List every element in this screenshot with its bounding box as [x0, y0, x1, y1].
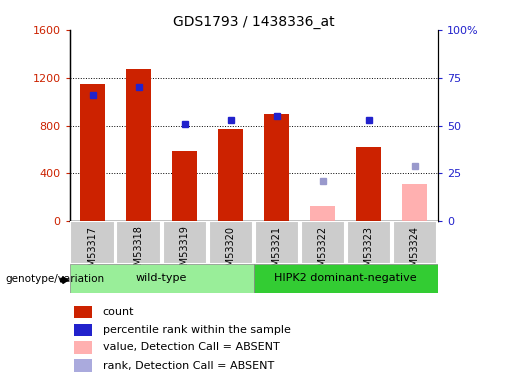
Bar [163, 221, 207, 264]
Bar [347, 221, 391, 264]
Title: GDS1793 / 1438336_at: GDS1793 / 1438336_at [173, 15, 334, 29]
Bar [392, 221, 437, 264]
Text: GSM53321: GSM53321 [271, 226, 282, 279]
Bar [310, 206, 335, 221]
Text: GSM53318: GSM53318 [133, 226, 144, 278]
Bar [301, 221, 345, 264]
Bar [116, 221, 161, 264]
Bar [356, 147, 382, 221]
Bar [254, 221, 299, 264]
Bar [71, 221, 115, 264]
Text: HIPK2 dominant-negative: HIPK2 dominant-negative [274, 273, 417, 284]
Text: GSM53323: GSM53323 [364, 226, 374, 279]
Bar [80, 84, 105, 221]
Bar [126, 69, 151, 221]
Text: GSM53317: GSM53317 [88, 226, 97, 279]
Bar [74, 324, 92, 336]
Bar [209, 221, 253, 264]
Text: value, Detection Call = ABSENT: value, Detection Call = ABSENT [103, 342, 280, 352]
Text: wild-type: wild-type [136, 273, 187, 284]
Text: rank, Detection Call = ABSENT: rank, Detection Call = ABSENT [103, 360, 274, 370]
Bar [70, 264, 253, 292]
Text: GSM53319: GSM53319 [180, 226, 190, 278]
Text: GSM53324: GSM53324 [410, 226, 420, 279]
Bar [74, 359, 92, 372]
Text: GSM53322: GSM53322 [318, 226, 328, 279]
Text: GSM53320: GSM53320 [226, 226, 236, 279]
Text: genotype/variation: genotype/variation [5, 274, 104, 284]
Bar [253, 264, 438, 292]
Text: percentile rank within the sample: percentile rank within the sample [103, 325, 290, 335]
Bar [74, 306, 92, 318]
Bar [74, 341, 92, 354]
Bar [172, 151, 197, 221]
Bar [218, 129, 243, 221]
Text: count: count [103, 307, 134, 317]
Bar [402, 184, 427, 221]
Bar [264, 114, 289, 221]
